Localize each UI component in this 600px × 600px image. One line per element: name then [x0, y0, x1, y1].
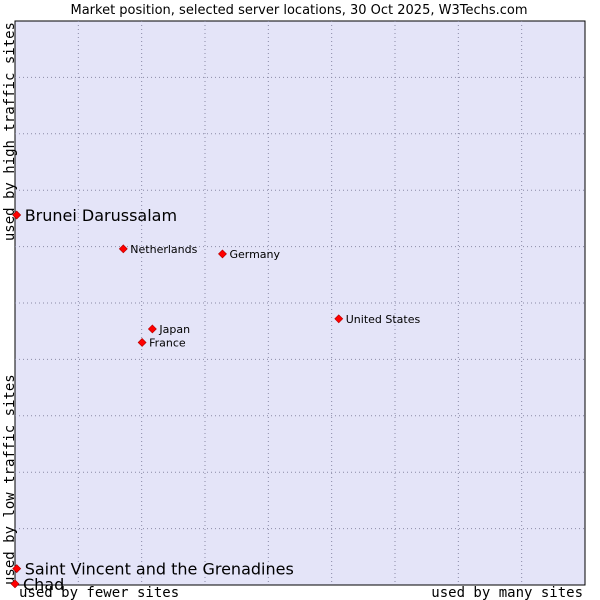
point-label: Netherlands [130, 243, 197, 256]
point-label: Saint Vincent and the Grenadines [25, 560, 294, 579]
point-label: Brunei Darussalam [25, 206, 177, 225]
point-marker [137, 338, 147, 347]
data-point-united-states: United States [334, 313, 421, 326]
point-label: Germany [229, 248, 280, 261]
point-label: Chad [23, 575, 64, 594]
grid-lines [15, 21, 585, 585]
point-label: France [149, 336, 186, 349]
chart-title: Market position, selected server locatio… [70, 3, 527, 18]
x-axis-high-label: used by many sites [431, 585, 583, 600]
data-point-germany: Germany [218, 248, 281, 261]
data-point-netherlands: Netherlands [118, 243, 198, 256]
point-marker [12, 564, 22, 574]
data-point-france: France [137, 336, 186, 349]
data-point-japan: Japan [147, 323, 190, 336]
data-points: Brunei Darussalam Netherlands Germany Unite… [10, 206, 421, 594]
x-axis-low-label: used by fewer sites [19, 585, 179, 600]
y-axis-high-label: used by high traffic sites [2, 22, 18, 241]
data-point-brunei-darussalam: Brunei Darussalam [12, 206, 177, 225]
y-axis-low-label: used by low traffic sites [2, 374, 18, 585]
point-label: United States [346, 313, 421, 326]
point-marker [147, 324, 157, 334]
point-marker [334, 314, 344, 324]
point-marker [118, 244, 128, 254]
point-marker [218, 249, 227, 259]
data-point-saint-vincent-and-the-grenadines: Saint Vincent and the Grenadines [12, 560, 294, 579]
point-marker [12, 210, 22, 220]
data-point-chad: Chad [10, 575, 64, 594]
point-marker [10, 579, 20, 589]
point-label: Japan [158, 323, 190, 336]
